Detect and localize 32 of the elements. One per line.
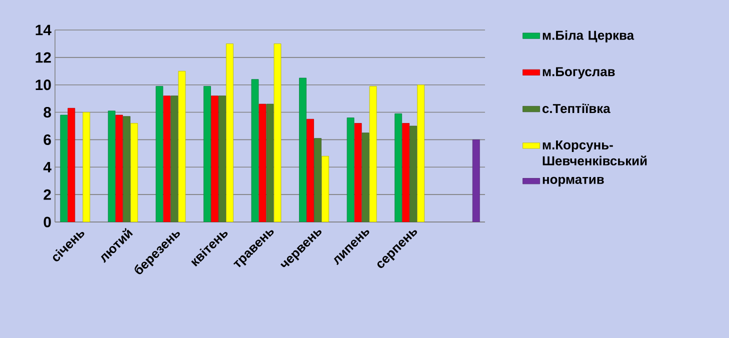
y-tick-label: 0 [44, 216, 51, 228]
bar [299, 78, 306, 222]
bar [204, 86, 211, 222]
bar [314, 138, 322, 222]
y-tick-label: 2 [44, 189, 51, 200]
bar [60, 114, 68, 222]
y-tick-label: 10 [36, 80, 51, 90]
bar [82, 112, 90, 222]
bar [322, 156, 329, 222]
bar [417, 84, 425, 222]
legend-label: с.Тептіївка [542, 104, 610, 114]
bar [130, 123, 138, 222]
legend-label: норматив [542, 176, 604, 187]
y-tick-label: 6 [44, 134, 51, 145]
bar [68, 108, 76, 222]
legend-label: м.Богуслав [542, 67, 615, 79]
legend-label: м.Корсунь-Шевченківський [542, 140, 647, 166]
y-tick-label: 14 [36, 24, 52, 36]
bar [402, 123, 410, 222]
bar [226, 44, 234, 222]
bar [122, 116, 130, 222]
bar [218, 96, 226, 222]
bar [410, 126, 418, 222]
bar [394, 113, 402, 222]
y-tick-label: 4 [43, 162, 52, 172]
bar [306, 118, 314, 222]
y-tick-label: 12 [36, 52, 51, 63]
y-tick-label: 8 [44, 106, 52, 118]
bar [115, 114, 123, 222]
legend-label: м.Біла Церква [542, 30, 634, 42]
bar [108, 110, 116, 222]
bar [211, 96, 218, 222]
